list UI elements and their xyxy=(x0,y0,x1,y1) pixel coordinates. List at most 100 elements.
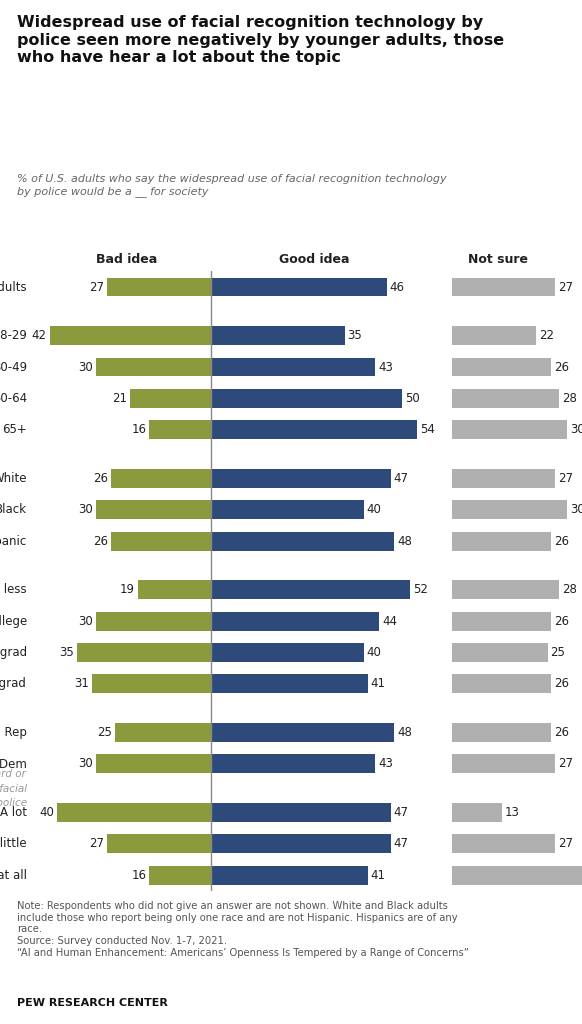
Bar xyxy=(211,755,375,773)
Text: Ages 18-29: Ages 18-29 xyxy=(0,329,27,342)
Text: 27: 27 xyxy=(89,838,104,850)
Bar xyxy=(452,755,555,773)
Bar xyxy=(452,581,559,599)
Bar xyxy=(211,803,391,822)
Text: Some college: Some college xyxy=(0,614,27,628)
Text: Black: Black xyxy=(0,503,27,516)
Text: College grad: College grad xyxy=(0,646,27,659)
Text: 46: 46 xyxy=(390,281,405,294)
Text: Nothing at all: Nothing at all xyxy=(0,868,27,882)
Bar xyxy=(92,675,211,693)
Bar xyxy=(138,581,211,599)
Bar xyxy=(211,357,375,377)
Text: Dem/lean Dem: Dem/lean Dem xyxy=(0,758,27,770)
Text: Hispanic: Hispanic xyxy=(0,535,27,548)
Bar xyxy=(452,389,559,408)
Bar xyxy=(111,469,211,487)
Text: 26: 26 xyxy=(555,614,569,628)
Bar xyxy=(95,501,211,519)
Bar xyxy=(211,643,364,662)
Text: 21: 21 xyxy=(112,392,127,404)
Bar xyxy=(452,723,551,741)
Bar xyxy=(50,327,211,345)
Text: Bad idea: Bad idea xyxy=(95,253,157,266)
Bar xyxy=(452,501,567,519)
Text: 47: 47 xyxy=(393,838,409,850)
Bar xyxy=(452,675,551,693)
Bar xyxy=(452,327,536,345)
Bar xyxy=(452,803,502,822)
Text: 65+: 65+ xyxy=(2,423,27,436)
Bar xyxy=(150,865,211,885)
Bar xyxy=(211,389,402,408)
Bar xyxy=(211,611,379,631)
Text: 48: 48 xyxy=(398,535,412,548)
Text: 30-49: 30-49 xyxy=(0,360,27,374)
Text: Note: Respondents who did not give an answer are not shown. White and Black adul: Note: Respondents who did not give an an… xyxy=(17,901,469,957)
Text: 31: 31 xyxy=(74,677,89,690)
Text: U.S. adults: U.S. adults xyxy=(0,281,27,294)
Bar xyxy=(211,675,368,693)
Text: 54: 54 xyxy=(420,423,435,436)
Text: 41: 41 xyxy=(371,868,386,882)
Text: 41: 41 xyxy=(371,677,386,690)
Bar xyxy=(58,803,211,822)
Text: 26: 26 xyxy=(93,472,108,485)
Bar xyxy=(211,865,368,885)
Bar xyxy=(452,421,567,439)
Bar xyxy=(211,501,364,519)
Text: 22: 22 xyxy=(539,329,554,342)
Text: 30: 30 xyxy=(78,614,93,628)
Text: 48: 48 xyxy=(398,726,412,739)
Text: 40: 40 xyxy=(40,806,54,819)
Bar xyxy=(211,421,417,439)
Bar xyxy=(452,469,555,487)
Bar xyxy=(211,835,391,853)
Text: 28: 28 xyxy=(562,392,577,404)
Bar xyxy=(107,278,211,297)
Bar xyxy=(111,531,211,551)
Text: 30: 30 xyxy=(570,423,582,436)
Text: 27: 27 xyxy=(89,281,104,294)
Text: 40: 40 xyxy=(367,646,382,659)
Text: 16: 16 xyxy=(132,868,146,882)
Text: 50: 50 xyxy=(405,392,420,404)
Text: 27: 27 xyxy=(558,281,573,294)
Text: 27: 27 xyxy=(558,472,573,485)
Text: 40: 40 xyxy=(367,503,382,516)
Text: 25: 25 xyxy=(551,646,566,659)
Text: 26: 26 xyxy=(555,535,569,548)
Bar xyxy=(452,531,551,551)
Bar xyxy=(130,389,211,408)
Bar xyxy=(150,421,211,439)
Text: 30: 30 xyxy=(78,360,93,374)
Text: 52: 52 xyxy=(413,584,428,596)
Text: 27: 27 xyxy=(558,758,573,770)
Text: Among those who have heard or
read __ about the use of facial
recognition techno: Among those who have heard or read __ ab… xyxy=(0,769,27,808)
Bar xyxy=(452,643,548,662)
Text: % of U.S. adults who say the widespread use of facial recognition technology
by : % of U.S. adults who say the widespread … xyxy=(17,174,447,197)
Text: 13: 13 xyxy=(505,806,520,819)
Bar xyxy=(452,835,555,853)
Bar xyxy=(452,278,555,297)
Bar xyxy=(115,723,211,741)
Text: A little: A little xyxy=(0,838,27,850)
Bar xyxy=(95,357,211,377)
Text: 26: 26 xyxy=(555,677,569,690)
Bar xyxy=(77,643,211,662)
Text: 30: 30 xyxy=(78,758,93,770)
Text: 19: 19 xyxy=(120,584,135,596)
Bar xyxy=(452,865,582,885)
Bar xyxy=(452,357,551,377)
Text: Good idea: Good idea xyxy=(279,253,349,266)
Text: 25: 25 xyxy=(97,726,112,739)
Bar xyxy=(95,611,211,631)
Bar xyxy=(211,531,395,551)
Bar xyxy=(211,278,386,297)
Text: 27: 27 xyxy=(558,838,573,850)
Text: 26: 26 xyxy=(555,360,569,374)
Text: PEW RESEARCH CENTER: PEW RESEARCH CENTER xyxy=(17,998,168,1009)
Text: Not sure: Not sure xyxy=(468,253,528,266)
Bar xyxy=(211,723,395,741)
Bar xyxy=(211,469,391,487)
